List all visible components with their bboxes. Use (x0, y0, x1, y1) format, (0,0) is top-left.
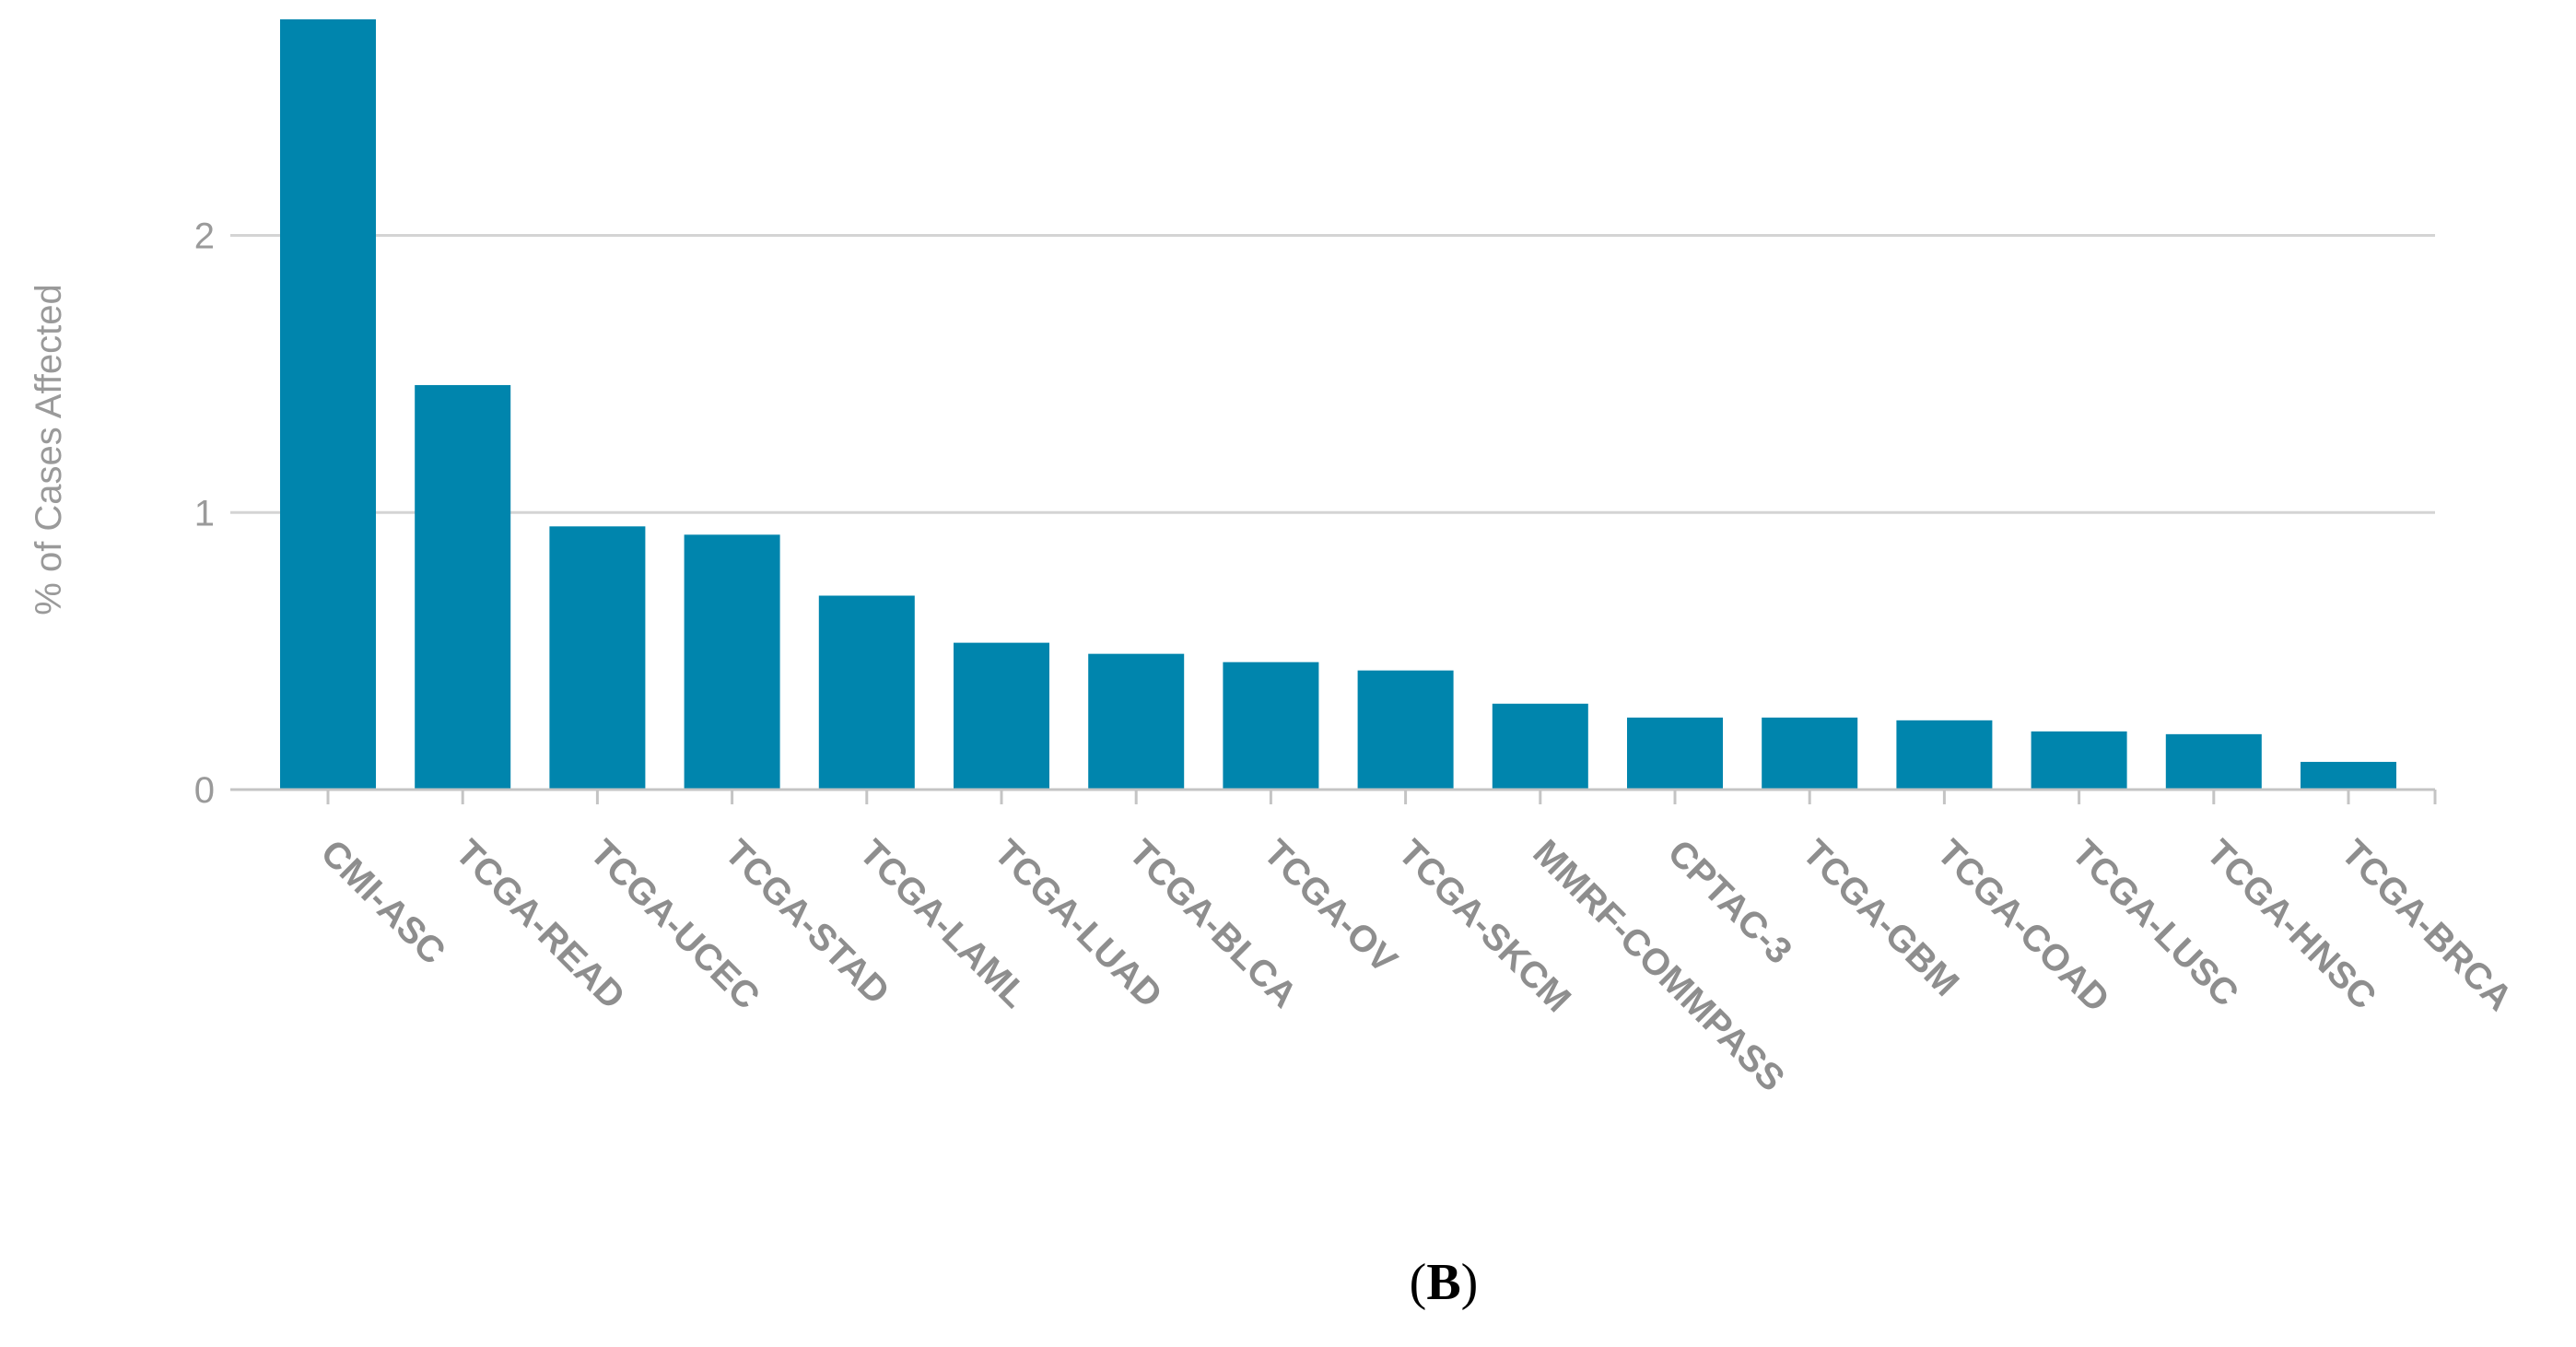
bar (818, 595, 915, 790)
x-axis (230, 788, 2437, 804)
bar (2165, 733, 2262, 790)
x-tick-label: TCGA-OV (1256, 832, 1405, 981)
y-axis-label: % of Cases Affected (29, 284, 69, 615)
bar (1762, 717, 1858, 790)
bar (684, 534, 780, 790)
bar (280, 19, 376, 790)
bar (549, 526, 646, 790)
bar (415, 384, 511, 790)
bar (1627, 717, 1723, 790)
panel-label-open: ( (1410, 1254, 1427, 1311)
panel-label: (B) (1410, 1254, 1479, 1311)
grid-lines (230, 234, 2435, 514)
bar (2031, 731, 2127, 790)
bar (2301, 761, 2396, 790)
y-tick-labels: 0 1 2 (194, 217, 215, 811)
bar (954, 642, 1049, 790)
bar (1088, 653, 1185, 790)
x-tick-labels: CMI-ASCTCGA-READTCGA-UCECTCGA-STADTCGA-L… (313, 832, 2520, 1099)
y-tick-label: 1 (194, 493, 215, 533)
y-tick-label: 2 (194, 217, 215, 257)
panel-label-letter: B (1426, 1254, 1460, 1311)
bar (1223, 662, 1319, 790)
bar (1357, 670, 1454, 790)
x-tick-label: CPTAC-3 (1660, 832, 1800, 972)
bars (280, 19, 2396, 790)
y-tick-label: 0 (194, 770, 215, 811)
bar (1896, 720, 1993, 790)
x-tick-label: CMI-ASC (313, 832, 453, 972)
panel-label-close: ) (1461, 1254, 1479, 1311)
bar (1492, 703, 1588, 790)
x-tick-label: MMRF-COMMPASS (1525, 832, 1792, 1099)
